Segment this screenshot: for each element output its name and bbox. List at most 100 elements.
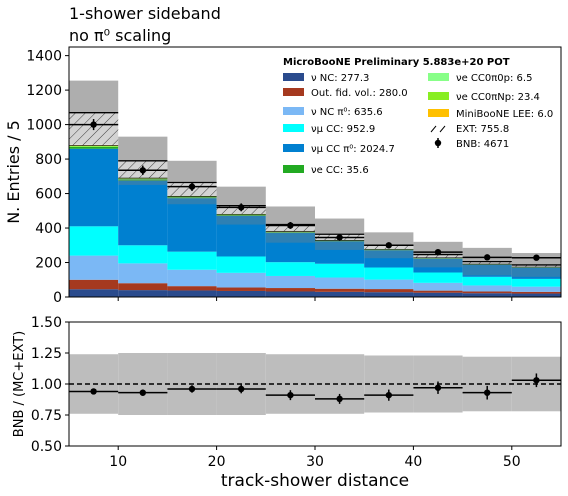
ratio-y-axis-label: BNB / (MC+EXT)	[12, 331, 27, 437]
bar-segment	[69, 279, 119, 290]
x-tick-label: 10	[109, 454, 127, 470]
bar-segment	[118, 283, 168, 291]
legend-label: MiniBooNE LEE: 6.0	[456, 109, 553, 120]
bar-segment	[118, 245, 168, 264]
data-point	[484, 254, 491, 261]
ratio-point	[533, 377, 540, 384]
legend-label: Out. fid. vol.: 280.0	[311, 88, 408, 99]
bar-segment	[364, 289, 414, 293]
ratio-point	[188, 385, 196, 393]
legend-swatch	[434, 139, 442, 147]
data-point	[336, 234, 343, 241]
data-point	[188, 183, 196, 190]
bar-segment	[462, 261, 512, 265]
bar-segment	[118, 179, 168, 181]
ratio-y-axis-ticks: 0.50 0.75 1.00 1.25 1.50	[31, 315, 69, 455]
bar-segment	[462, 285, 512, 292]
uncertainty-band	[413, 254, 463, 268]
bar-segment	[167, 196, 217, 197]
bar-segment	[364, 267, 414, 280]
bar-segment	[265, 262, 315, 276]
legend-label: ν NC: 277.3	[311, 73, 369, 84]
legend-swatch	[430, 125, 437, 133]
bar-segment	[167, 290, 217, 297]
main-panel: 0 200 400 600 800 1000 1200 1400 N. Entries / 5…	[4, 46, 562, 306]
bar-segment	[364, 250, 414, 268]
bar-segment	[364, 279, 414, 290]
bar-segment	[118, 290, 168, 297]
y-tick-label: 800	[35, 152, 62, 168]
bar-segment	[69, 289, 119, 297]
bar-segment	[69, 147, 119, 149]
ratio-point	[287, 391, 294, 399]
bar-segment	[462, 293, 512, 297]
bar-segment	[216, 215, 266, 257]
bar-segment	[413, 254, 463, 258]
uncertainty-band	[265, 224, 315, 243]
bar-segment	[118, 263, 168, 284]
legend-title: MicroBooNE Preliminary 5.883e+20 POT	[283, 57, 510, 68]
main-plot-frame	[68, 46, 562, 298]
legend-swatch	[283, 124, 304, 132]
bar-segment	[265, 291, 315, 297]
bar-segment	[315, 288, 365, 292]
y-tick-label: 1400	[26, 49, 62, 65]
bar-segment	[315, 241, 365, 264]
legend-label: νμ CC: 952.9	[311, 124, 375, 135]
data-point	[238, 204, 245, 211]
ratio-x-axis-ticks: 10 20 30 40 50	[109, 446, 521, 470]
ratio-point	[434, 384, 442, 391]
bar-segment	[69, 145, 119, 147]
bar-segment	[265, 232, 315, 233]
uncertainty-band	[364, 232, 414, 246]
legend-swatch	[283, 73, 304, 81]
main-y-axis-ticks: 0 200 400 600 800 1000 1200 1400	[26, 49, 69, 306]
x-tick-label: 20	[208, 454, 226, 470]
bar-segment	[216, 214, 266, 215]
bar-segment	[69, 148, 119, 227]
bar-segment	[216, 290, 266, 297]
data-point	[385, 242, 392, 249]
x-axis-label: track-shower distance	[221, 471, 409, 491]
bar-segment	[118, 178, 168, 179]
legend-label: BNB: 4671	[456, 139, 509, 150]
data-point	[287, 222, 294, 229]
ratio-data-points	[69, 373, 561, 404]
x-tick-label: 50	[503, 454, 521, 470]
y-tick-label: 1000	[26, 118, 62, 134]
bar-segment	[413, 290, 463, 293]
main-x-axis-ticks	[117, 297, 513, 301]
legend-swatch	[283, 107, 304, 115]
ratio-y-tick-label: 0.50	[31, 439, 62, 455]
bar-segment	[216, 256, 266, 273]
legend-entries: ν NC: 277.3 Out. fid. vol.: 280.0 ν NC π⁰:…	[283, 73, 553, 176]
header-line-2: no π⁰ scaling	[69, 26, 171, 45]
uncertainty-band	[265, 206, 315, 225]
uncertainty-band	[216, 186, 266, 206]
uncertainty-band	[413, 241, 463, 255]
ratio-y-tick-label: 1.25	[31, 346, 62, 362]
bar-segment	[511, 264, 561, 267]
bar-segment	[511, 291, 561, 294]
legend-label: νμ CC π⁰: 2024.7	[311, 144, 395, 155]
bnb-data-points	[69, 119, 561, 261]
data-point	[434, 248, 442, 256]
bar-segment	[413, 282, 463, 291]
bar-segment	[216, 272, 266, 288]
legend-swatch	[283, 165, 304, 173]
bar-segment	[118, 180, 168, 246]
uncertainty-bands	[69, 80, 561, 277]
ratio-point	[385, 391, 392, 399]
ratio-y-tick-label: 0.75	[31, 408, 62, 424]
legend-label: ν NC π⁰: 635.6	[311, 107, 383, 118]
data-point	[533, 254, 540, 261]
bar-segment	[511, 286, 561, 292]
bar-segment	[511, 267, 561, 279]
legend-label: νe CC0πNp: 23.4	[456, 92, 540, 103]
bar-segment	[413, 272, 463, 283]
uncertainty-band	[315, 218, 365, 235]
bar-segment	[167, 269, 217, 287]
legend: MicroBooNE Preliminary 5.883e+20 POT ν N…	[283, 57, 553, 176]
legend-swatch	[283, 88, 304, 96]
bar-segment	[69, 226, 119, 256]
